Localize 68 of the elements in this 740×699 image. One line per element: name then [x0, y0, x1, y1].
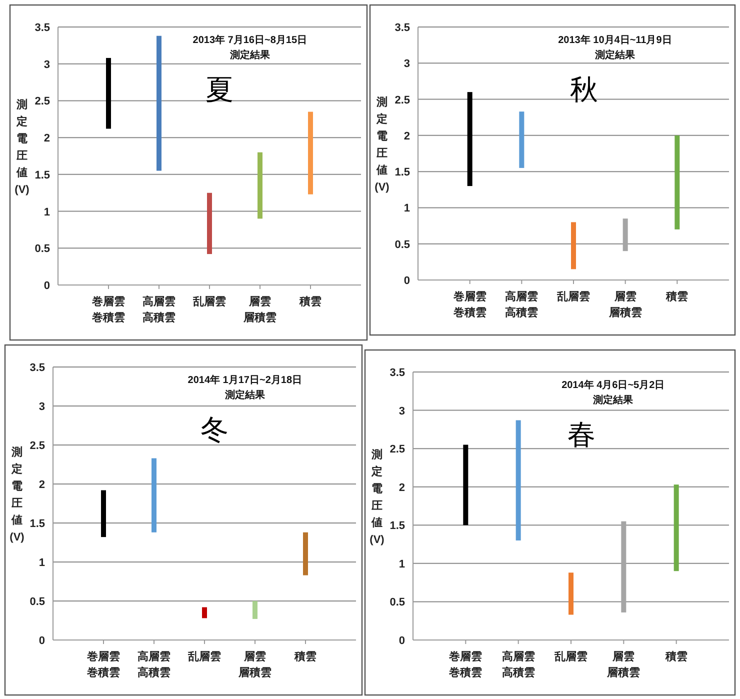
y-tick-label: 3	[38, 401, 45, 413]
y-tick-label: 1.5	[394, 166, 410, 179]
x-tick-label: 層雲層積雲	[608, 291, 642, 319]
y-tick-label: 0.5	[394, 238, 410, 251]
y-tick-label: 2	[38, 479, 45, 491]
y-tick-label: 0.5	[390, 596, 405, 609]
x-tick-label: 層雲層積雲	[238, 651, 272, 679]
y-tick-label: 3	[398, 405, 405, 418]
annotation: 測定結果	[228, 49, 271, 61]
x-tick-label: 乱層雲	[556, 291, 590, 303]
y-tick-label: 1.5	[390, 520, 405, 532]
y-tick-label: 2	[44, 132, 50, 145]
text: 2013年 10月4日~11月9日	[558, 34, 672, 46]
text: 春	[568, 419, 596, 450]
y-tick-label: 1	[38, 557, 45, 569]
y-tick-label: 2	[398, 482, 405, 494]
x-tick-label: 巻層雲巻積雲	[86, 650, 120, 679]
y-tick-label: 2.5	[390, 444, 405, 456]
x-tick-label: 積雲	[664, 650, 688, 663]
y-tick-label: 3.5	[30, 362, 45, 374]
y-tick-label: 3.5	[34, 22, 50, 34]
y-tick-label: 1	[404, 202, 410, 215]
y-tick-label: 0	[38, 635, 45, 647]
x-tick-label: 高層雲高積雲	[138, 650, 170, 679]
x-tick-label: 乱層雲	[187, 651, 221, 663]
x-tick-label: 積雲	[294, 650, 316, 663]
y-axis-title: 測定電圧値(V)	[14, 98, 30, 196]
x-tick-label: 高層雲高積雲	[505, 290, 538, 319]
y-tick-label: 0.5	[30, 596, 45, 608]
text: 2013年 7月16日~8月15日	[192, 34, 308, 46]
x-tick-label: 高層雲高積雲	[142, 295, 176, 324]
annotation: 測定結果	[224, 389, 266, 401]
x-tick-label: 巻層雲巻積雲	[452, 290, 486, 319]
y-tick-label: 0	[44, 280, 50, 292]
text: 2014年 4月6日~5月2日	[562, 379, 665, 391]
x-tick-label: 巻層雲巻積雲	[448, 650, 482, 679]
y-tick-label: 2	[404, 130, 410, 142]
y-tick-label: 0.5	[34, 243, 50, 256]
x-tick-label: 積雲	[298, 295, 322, 308]
y-tick-label: 1	[44, 206, 50, 218]
annotation: 測定結果	[592, 394, 634, 406]
y-tick-label: 3.5	[394, 22, 410, 34]
y-tick-label: 2.5	[394, 94, 410, 106]
y-tick-label: 3.5	[390, 367, 405, 379]
x-tick-label: 層雲層積雲	[242, 296, 276, 324]
x-tick-label: 巻層雲巻積雲	[91, 295, 125, 324]
y-tick-label: 1.5	[34, 169, 50, 182]
x-tick-label: 高層雲高積雲	[502, 650, 535, 679]
y-tick-label: 2.5	[30, 440, 45, 452]
text: 夏	[206, 74, 234, 105]
x-tick-label: 積雲	[665, 290, 688, 303]
y-axis-title: 測定電圧値(V)	[374, 96, 390, 194]
text: 2014年 1月17日~2月18日	[188, 374, 302, 386]
y-tick-label: 2.5	[34, 96, 50, 108]
y-axis-title: 測定電圧値(V)	[10, 446, 25, 544]
y-tick-label: 1	[398, 558, 405, 570]
text: 秋	[570, 74, 598, 105]
y-tick-label: 3	[44, 58, 50, 71]
y-tick-label: 0	[398, 635, 405, 647]
y-tick-label: 3	[404, 58, 410, 70]
x-tick-label: 乱層雲	[192, 296, 226, 308]
annotation: 測定結果	[594, 49, 636, 61]
x-tick-label: 層雲層積雲	[606, 651, 640, 679]
x-tick-label: 乱層雲	[554, 651, 588, 663]
text: 冬	[200, 414, 229, 445]
y-tick-label: 1.5	[30, 518, 45, 530]
y-tick-label: 0	[404, 275, 410, 287]
y-axis-title: 測定電圧値(V)	[370, 448, 385, 546]
